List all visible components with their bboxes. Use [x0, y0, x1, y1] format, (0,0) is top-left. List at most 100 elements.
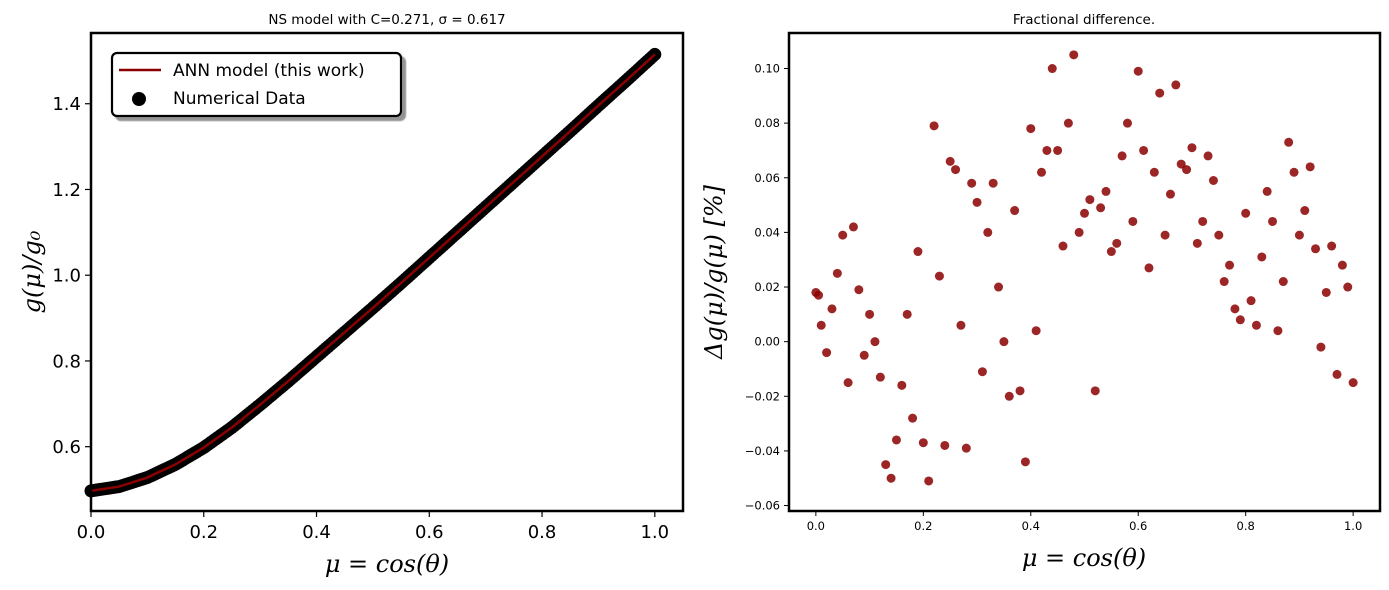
left-plot-frame	[89, 31, 685, 513]
fractional-difference-point	[1112, 238, 1122, 248]
fractional-difference-point	[822, 348, 832, 358]
fractional-difference-point	[891, 435, 901, 445]
left-x-tick-label: 0.2	[189, 522, 218, 543]
fractional-difference-point	[1037, 167, 1047, 177]
right-x-tick-label: 0.2	[914, 519, 932, 533]
fractional-difference-point	[956, 320, 966, 330]
fractional-difference-point	[1010, 206, 1020, 216]
right-x-tick-label: 0.4	[1022, 519, 1040, 533]
fractional-difference-point	[918, 438, 928, 448]
fractional-difference-point	[875, 372, 885, 382]
left-y-tick-label: 1.2	[52, 180, 81, 201]
right-y-tick-label: 0.06	[754, 171, 780, 185]
fractional-difference-point	[1262, 186, 1272, 196]
left-chart-title: NS model with C=0.271, σ = 0.617	[268, 12, 505, 28]
fractional-difference-point	[1031, 326, 1041, 336]
ann-model-line	[90, 53, 656, 493]
fractional-difference-point	[1182, 165, 1192, 175]
right-y-tick-label: 0.08	[754, 116, 780, 130]
legend-dot-swatch	[132, 92, 146, 106]
right-chart-panel: Fractional difference. 0.0 0.2 0.4 0.6 0.8 1.…	[700, 12, 1382, 572]
fractional-difference-point	[1187, 143, 1197, 153]
fractional-difference-point	[1117, 151, 1127, 161]
fractional-difference-point	[1080, 208, 1089, 218]
fractional-difference-point	[1133, 66, 1143, 76]
right-y-tick-label: −0.04	[745, 444, 780, 458]
legend-label-ann-model: ANN model (this work)	[173, 61, 365, 81]
fractional-difference-point	[1122, 118, 1132, 128]
right-y-tick-label: 0.00	[754, 335, 780, 349]
right-x-axis-label: μ = cos(θ)	[1022, 544, 1146, 572]
fractional-difference-point	[1241, 208, 1251, 218]
fractional-difference-point	[977, 367, 987, 377]
left-chart-panel: NS model with C=0.271, σ = 0.617 0.0 0.2 0…	[18, 12, 685, 578]
fractional-difference-point	[1246, 296, 1256, 306]
fractional-difference-point	[1020, 457, 1030, 467]
fractional-difference-point	[934, 271, 944, 281]
legend-box	[110, 51, 403, 118]
fractional-difference-point	[994, 282, 1004, 292]
left-y-axis-label: g(μ)/g₀	[18, 230, 46, 313]
fractional-difference-point	[929, 121, 939, 131]
fractional-difference-point	[832, 268, 842, 278]
fractional-difference-point	[1343, 282, 1353, 292]
fractional-difference-point	[1235, 315, 1245, 325]
fractional-difference-point	[940, 440, 950, 450]
fractional-difference-point	[967, 178, 977, 188]
left-y-tick-label: 0.8	[52, 351, 81, 372]
right-x-tick-label: 0.6	[1129, 519, 1147, 533]
left-y-tick-label: 1.0	[52, 266, 81, 287]
left-y-tick-label: 0.6	[52, 437, 81, 458]
fractional-difference-point	[1316, 342, 1326, 352]
fractional-difference-point	[1327, 241, 1337, 251]
right-plot-frame	[787, 31, 1382, 513]
fractional-difference-point	[902, 309, 912, 319]
fractional-difference-point	[1278, 277, 1288, 287]
fractional-difference-point	[1074, 227, 1084, 237]
fractional-difference-point	[1144, 263, 1154, 273]
fractional-difference-point	[1069, 50, 1079, 60]
fractional-difference-point	[913, 247, 923, 257]
fractional-difference-point	[859, 350, 869, 360]
right-x-tick-label: 0.8	[1237, 519, 1255, 533]
fractional-difference-point	[1085, 195, 1095, 205]
fractional-difference-point	[1348, 378, 1358, 388]
fractional-difference-point	[1268, 216, 1278, 226]
fractional-difference-point	[1160, 230, 1170, 240]
fractional-difference-point	[1096, 203, 1106, 213]
fractional-difference-point	[1063, 118, 1073, 128]
right-y-tick-label: 0.04	[754, 225, 780, 239]
fractional-difference-point	[961, 443, 971, 453]
fractional-difference-point	[1090, 386, 1100, 396]
left-x-axis-label: μ = cos(θ)	[325, 550, 449, 578]
fractional-difference-point	[886, 473, 896, 483]
fractional-difference-point	[972, 197, 982, 207]
fractional-difference-point	[838, 230, 848, 240]
fractional-difference-point	[1155, 88, 1165, 98]
fractional-difference-point	[1128, 216, 1138, 226]
fractional-difference-point	[1058, 241, 1068, 251]
fractional-difference-point	[1149, 167, 1159, 177]
left-x-tick-label: 0.0	[77, 522, 106, 543]
fractional-difference-point	[1004, 391, 1014, 401]
right-y-tick-label: 0.10	[754, 62, 780, 76]
left-x-tick-label: 1.0	[640, 522, 669, 543]
fractional-difference-point	[1101, 186, 1111, 196]
fractional-difference-point	[999, 337, 1009, 347]
right-y-tick-label: −0.06	[745, 499, 780, 513]
fractional-difference-point	[865, 309, 875, 319]
fractional-difference-point	[1321, 287, 1331, 297]
fractional-difference-point	[1273, 326, 1283, 336]
legend-label-numerical-data: Numerical Data	[173, 89, 306, 109]
fractional-difference-point	[1026, 124, 1036, 134]
fractional-difference-point	[843, 378, 853, 388]
fractional-difference-point	[1171, 80, 1181, 90]
fractional-difference-point	[1165, 189, 1175, 199]
right-chart-title: Fractional difference.	[1013, 12, 1155, 28]
fractional-difference-point	[1300, 206, 1310, 216]
fractional-difference-point	[854, 285, 864, 295]
fractional-difference-point	[1214, 230, 1224, 240]
fractional-difference-point	[1305, 162, 1315, 172]
left-x-tick-label: 0.6	[415, 522, 444, 543]
fractional-difference-point	[1203, 151, 1213, 161]
